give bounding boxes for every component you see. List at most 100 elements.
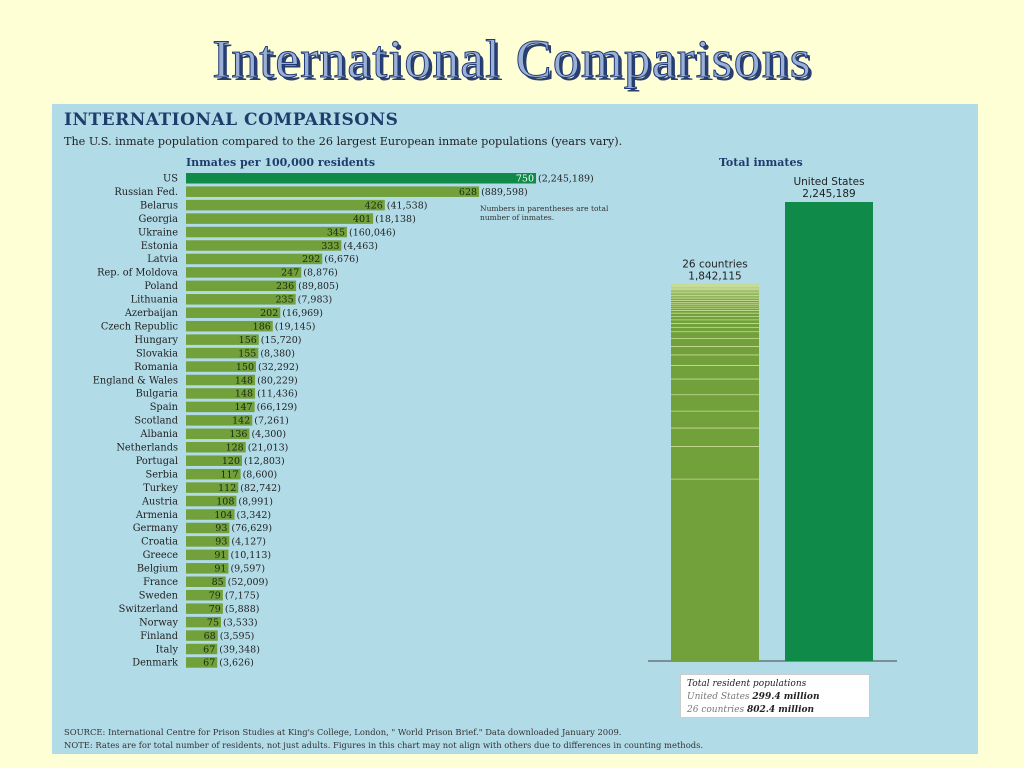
rate-value-label: 104	[214, 510, 232, 521]
total-inmates-label: (6,676)	[324, 254, 359, 265]
total-inmates-label: (41,538)	[387, 200, 428, 211]
total-bar-category: 26 countries	[682, 258, 748, 270]
rate-value-label: 75	[207, 617, 219, 628]
rate-value-label: 85	[212, 577, 224, 588]
rate-value-label: 112	[218, 483, 236, 494]
total-inmates-label: (76,629)	[231, 523, 272, 534]
total-inmates-label: (2,245,189)	[538, 174, 594, 185]
rate-bar	[186, 616, 221, 628]
country-label: Greece	[143, 550, 179, 561]
rate-bar	[186, 428, 250, 440]
rate-bar	[186, 509, 235, 520]
total-inmates-label: (11,436)	[257, 389, 298, 400]
rate-bar	[186, 334, 259, 345]
rate-bar	[186, 388, 256, 399]
country-label: Portugal	[136, 456, 178, 467]
total-header: Total inmates	[719, 156, 803, 169]
note-text: NOTE: Rates are for total number of resi…	[64, 740, 704, 750]
total-bar	[671, 284, 759, 661]
rate-value-label: 120	[222, 456, 240, 467]
rate-bar	[186, 603, 223, 614]
rate-value-label: 236	[276, 281, 294, 292]
rate-bar	[186, 549, 229, 561]
rate-value-label: 147	[234, 402, 252, 413]
population-legend: Total resident populations United States…	[680, 674, 870, 718]
rate-bar	[186, 589, 223, 601]
rate-bar	[186, 173, 536, 184]
total-inmates-label: (7,175)	[225, 590, 260, 601]
total-inmates-label: (3,626)	[219, 658, 254, 669]
rate-value-label: 247	[281, 268, 299, 279]
rate-value-label: 91	[214, 550, 226, 561]
total-inmates-label: (3,342)	[237, 510, 272, 521]
country-label: Ukraine	[138, 227, 178, 238]
rate-value-label: 67	[203, 658, 215, 669]
country-label: England & Wales	[93, 375, 178, 386]
total-inmates-label: (32,292)	[258, 362, 299, 373]
country-label: Lithuania	[131, 295, 178, 306]
country-label: Azerbaijan	[124, 308, 179, 319]
rate-value-label: 136	[229, 429, 247, 440]
rate-bar	[186, 415, 253, 426]
total-inmates-label: (18,138)	[375, 214, 416, 225]
country-label: Finland	[140, 631, 178, 642]
rate-bar	[186, 401, 255, 413]
total-inmates-label: (21,013)	[248, 443, 289, 454]
rate-bar	[186, 563, 229, 574]
rate-value-label: 68	[204, 631, 216, 642]
total-inmates-label: (7,983)	[298, 295, 333, 306]
total-inmates-label: (80,229)	[257, 375, 298, 386]
rate-value-label: 628	[459, 187, 477, 198]
country-label: Bulgaria	[136, 389, 179, 400]
country-label: Sweden	[139, 590, 179, 601]
total-inmates-label: (5,888)	[225, 604, 260, 615]
country-label: Hungary	[135, 335, 179, 346]
country-label: Rep. of Moldova	[97, 268, 178, 279]
total-inmates-label: (12,803)	[244, 456, 285, 467]
country-label: Serbia	[146, 469, 179, 480]
total-inmates-label: (8,876)	[303, 268, 338, 279]
rate-bar	[186, 199, 385, 211]
country-label: Slovakia	[136, 348, 178, 359]
total-bar	[785, 202, 873, 661]
rate-value-label: 79	[209, 590, 221, 601]
country-label: Russian Fed.	[114, 187, 178, 198]
country-label: Austria	[141, 496, 178, 507]
total-bar-value: 2,245,189	[802, 188, 855, 200]
country-label: Spain	[150, 402, 179, 413]
source-text: SOURCE: International Centre for Prison …	[64, 727, 622, 737]
rate-value-label: 142	[232, 416, 250, 427]
rate-value-label: 345	[327, 227, 345, 238]
rate-bar	[186, 657, 218, 668]
total-inmates-label: (4,127)	[231, 537, 266, 548]
rate-value-label: 67	[203, 644, 215, 655]
country-label: Poland	[144, 281, 178, 292]
rate-value-label: 150	[236, 362, 254, 373]
legend-us-label: United States	[687, 692, 750, 702]
parentheses-note: Numbers in parentheses are total number …	[480, 204, 609, 222]
rate-value-label: 148	[235, 389, 253, 400]
country-label: Scotland	[134, 416, 178, 427]
rate-bar	[186, 226, 347, 238]
rate-value-label: 117	[220, 469, 238, 480]
rate-bar	[186, 294, 296, 305]
legend-eu-label: 26 countries	[687, 705, 745, 715]
total-inmates-label: (3,533)	[223, 617, 258, 628]
rate-value-label: 91	[214, 564, 226, 575]
total-inmates-label: (66,129)	[257, 402, 298, 413]
rate-value-label: 426	[365, 200, 383, 211]
chart-svg: US 750 (2,245,189) Russian Fed. 628 (889,598)…	[93, 173, 897, 669]
legend-title: Total resident populations	[687, 679, 807, 689]
total-inmates-label: (7,261)	[254, 416, 289, 427]
rate-value-label: 79	[209, 604, 221, 615]
legend-eu-value: 802.4 million	[746, 705, 815, 715]
rate-bar	[186, 320, 273, 332]
rate-bar	[186, 374, 256, 386]
country-label: Norway	[139, 617, 178, 628]
rate-bar	[186, 468, 241, 480]
country-label: Belarus	[140, 200, 178, 211]
rate-bar	[186, 630, 218, 641]
rate-bar	[186, 280, 297, 292]
rate-bar	[186, 455, 242, 466]
rate-bar	[186, 482, 239, 493]
